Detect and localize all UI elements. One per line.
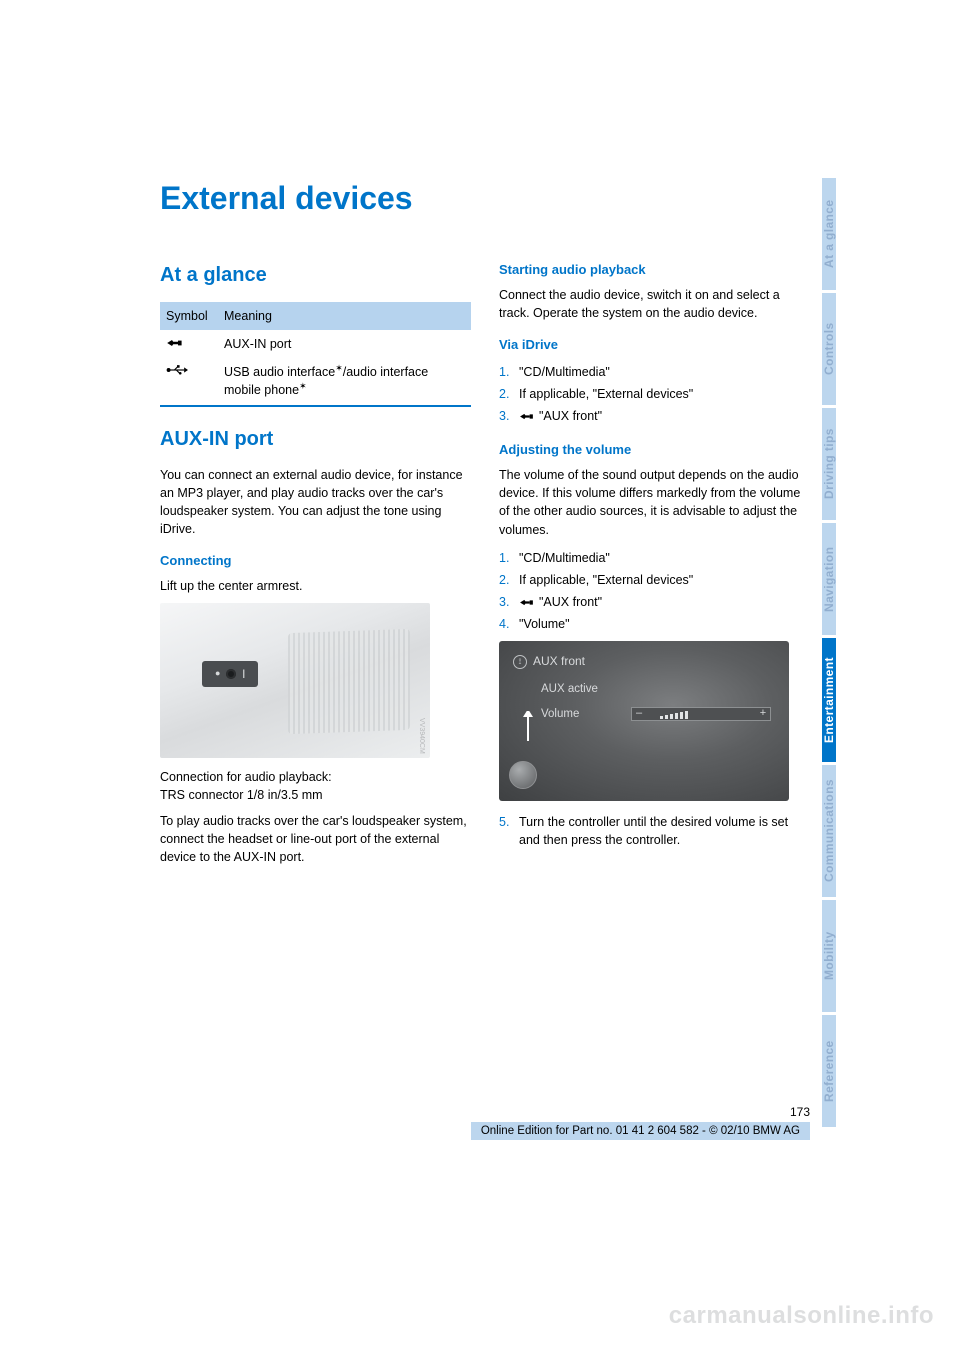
tab-mobility[interactable]: Mobility (822, 900, 836, 1012)
idrive-menu-item: AUX active (533, 677, 775, 702)
table-row: USB audio interface✶/audio interface mob… (160, 358, 471, 405)
table-row: AUX-IN port (160, 330, 471, 358)
figure-idrive-screenshot: ⟟ AUX front AUX active Volume (499, 641, 789, 801)
tab-communications[interactable]: Communications (822, 765, 836, 897)
table-head-meaning: Meaning (218, 302, 471, 330)
table-cell-usb-meaning: USB audio interface✶/audio interface mob… (218, 358, 471, 405)
heading-adjusting-volume: Adjusting the volume (499, 441, 810, 460)
idrive-screen-title: AUX front (533, 653, 585, 670)
tab-controls[interactable]: Controls (822, 293, 836, 405)
list-item: 3."AUX front" (499, 405, 810, 427)
heading-via-idrive: Via iDrive (499, 336, 810, 355)
page-number: 173 (160, 1105, 810, 1119)
page-title: External devices (160, 180, 810, 217)
symbol-table: Symbol Meaning AUX-IN port (160, 302, 471, 407)
tab-reference[interactable]: Reference (822, 1015, 836, 1127)
table-cell-aux-meaning: AUX-IN port (218, 330, 471, 358)
aux-port-graphic: ● | (202, 661, 258, 687)
aux-closing-text: To play audio tracks over the car's loud… (160, 812, 471, 866)
section-tabs: At a glance Controls Driving tips Naviga… (822, 178, 848, 1130)
volume-body: The volume of the sound output depends o… (499, 466, 810, 539)
right-column: Starting audio playback Connect the audi… (499, 261, 810, 875)
list-item: 5.Turn the controller until the desired … (499, 811, 810, 851)
tab-entertainment[interactable]: Entertainment (822, 638, 836, 762)
list-item: 2.If applicable, "External devices" (499, 383, 810, 405)
volume-step5-list: 5.Turn the controller until the desired … (499, 811, 810, 851)
figure-reference-code: VV3940CM (416, 718, 426, 754)
aux-jack-icon (519, 409, 539, 423)
heading-aux-in-port: AUX-IN port (160, 425, 471, 454)
tab-navigation[interactable]: Navigation (822, 523, 836, 635)
tab-at-a-glance[interactable]: At a glance (822, 178, 836, 290)
list-item: 1."CD/Multimedia" (499, 547, 810, 569)
list-item: 2.If applicable, "External devices" (499, 569, 810, 591)
figure-aux-port-photo: ● | VV3940CM (160, 603, 430, 758)
volume-slider-graphic (631, 707, 771, 721)
playback-body: Connect the audio device, switch it on a… (499, 286, 810, 322)
aux-intro-text: You can connect an external audio device… (160, 466, 471, 539)
aux-jack-icon (166, 335, 184, 353)
left-column: At a glance Symbol Meaning (160, 261, 471, 875)
list-item: 4."Volume" (499, 613, 810, 635)
idrive-menu-item-selected: Volume (533, 702, 775, 727)
list-item: 1."CD/Multimedia" (499, 361, 810, 383)
idrive-steps-list: 1."CD/Multimedia" 2.If applicable, "Exte… (499, 361, 810, 427)
two-column-layout: At a glance Symbol Meaning (160, 261, 810, 875)
tab-driving-tips[interactable]: Driving tips (822, 408, 836, 520)
aux-idrive-icon: ⟟ (513, 655, 527, 669)
page-footer: 173 Online Edition for Part no. 01 41 2 … (160, 1105, 810, 1140)
list-item: 3."AUX front" (499, 591, 810, 613)
watermark: carmanualsonline.info (669, 1302, 934, 1330)
heading-starting-playback: Starting audio playback (499, 261, 810, 280)
idrive-knob-graphic (509, 761, 537, 789)
page-content: External devices At a glance Symbol Mean… (160, 180, 810, 1180)
heading-at-a-glance: At a glance (160, 261, 471, 290)
volume-steps-list: 1."CD/Multimedia" 2.If applicable, "Exte… (499, 547, 810, 636)
callout-arrow-icon (519, 711, 537, 751)
edition-line: Online Edition for Part no. 01 41 2 604 … (471, 1122, 810, 1140)
table-head-symbol: Symbol (160, 302, 218, 330)
figure-caption: Connection for audio playback: TRS conne… (160, 768, 471, 804)
aux-jack-icon (519, 595, 539, 609)
connecting-body: Lift up the center armrest. (160, 577, 471, 595)
usb-icon (166, 363, 188, 381)
heading-connecting: Connecting (160, 552, 471, 571)
